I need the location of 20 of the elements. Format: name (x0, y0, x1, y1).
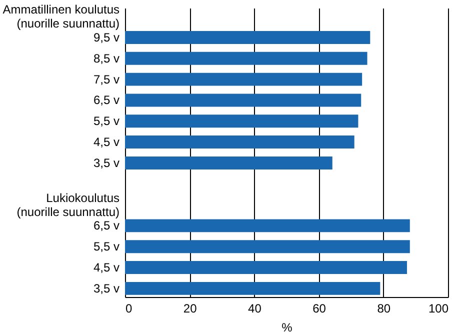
y-tick-label: 5,5 v (93, 114, 120, 128)
y-tick-label: 6,5 v (93, 218, 120, 233)
y-tick-label: 9,5 v (93, 30, 120, 44)
y-tick-label: Lukiokoulutus (nuorille suunnattu) (16, 190, 120, 219)
x-tick-label: 80 (377, 302, 391, 316)
y-tick-label: 4,5 v (93, 135, 120, 150)
x-tick-label: 20 (183, 302, 198, 316)
y-tick-label: 7,5 v (93, 72, 120, 86)
y-tick-label: 6,5 v (93, 93, 120, 108)
y-tick-label: 5,5 v (93, 240, 120, 254)
y-tick-label: 8,5 v (93, 51, 120, 66)
y-tick-label: 3,5 v (93, 281, 120, 296)
x-tick-label: 100 (428, 302, 449, 316)
x-tick-label: 40 (248, 302, 262, 316)
x-tick-label: 0 (126, 302, 132, 316)
y-tick-label: 3,5 v (93, 156, 120, 170)
y-tick-label: Ammatillinen koulutus (nuorille suunnattu) (2, 2, 120, 31)
x-tick-label: 60 (312, 302, 326, 316)
y-tick-label: 4,5 v (93, 260, 120, 275)
x-axis-title: % (282, 320, 293, 334)
